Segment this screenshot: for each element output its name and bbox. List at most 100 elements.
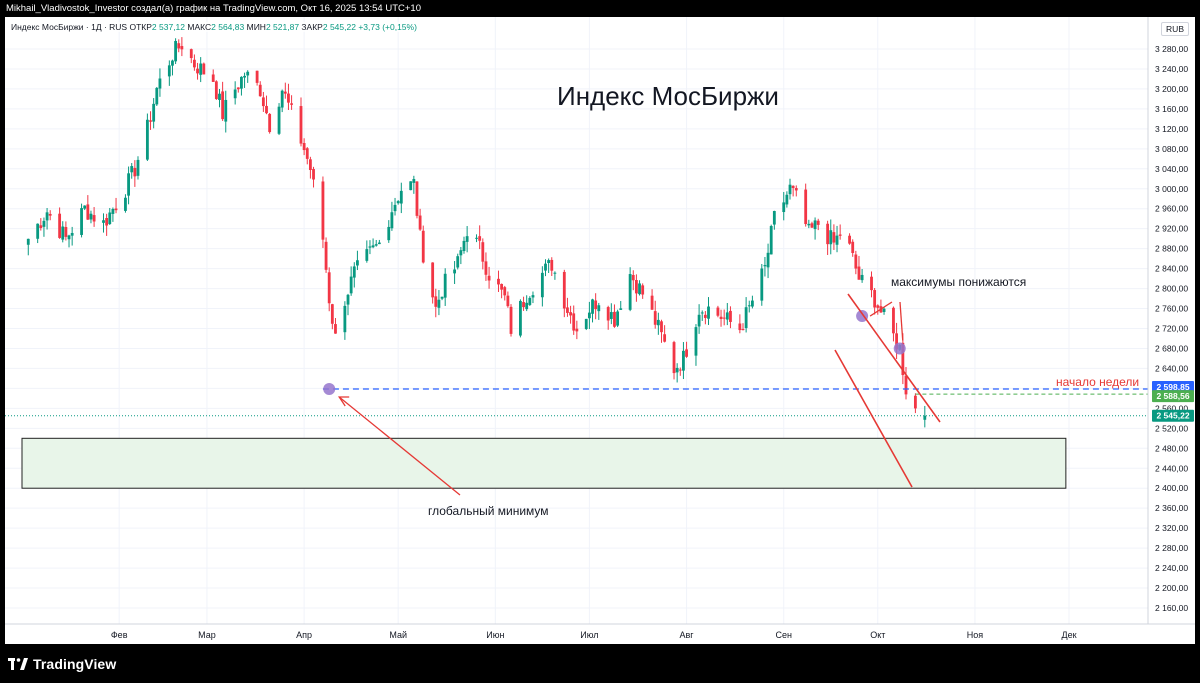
candle <box>459 246 463 265</box>
global-min-marker[interactable] <box>323 382 336 395</box>
channel-lower-line[interactable] <box>834 349 913 488</box>
price-tag-label: 2 598,85 <box>1156 382 1189 392</box>
candle <box>694 324 698 366</box>
price-axis: 3 280,00 3 240,00 3 200,00 3 160,00 3 120,00… <box>1155 44 1188 613</box>
price-chart[interactable]: глобальный минимум максимумы понижаются на… <box>5 17 1195 644</box>
candle <box>729 306 732 329</box>
attribution-bar: Mikhail_Vladivostok_Investor создал(а) г… <box>0 0 1200 17</box>
candle <box>92 207 96 227</box>
candle <box>177 39 181 53</box>
candle <box>155 86 159 106</box>
candle <box>634 274 638 302</box>
y-tick-label: 2 480,00 <box>1155 443 1188 453</box>
candle <box>283 82 287 99</box>
tradingview-wordmark: TradingView <box>33 656 117 672</box>
candle <box>641 283 645 299</box>
candle <box>343 301 347 340</box>
candle <box>58 207 62 239</box>
candle <box>240 76 243 96</box>
price-tag-blue: 2 598,85 <box>1152 380 1194 393</box>
footer-bar: TradingView <box>0 644 1200 683</box>
legend-close-label: ЗАКР <box>301 22 323 32</box>
candle <box>851 239 855 257</box>
candle <box>566 297 569 317</box>
y-tick-label: 2 520,00 <box>1155 423 1188 433</box>
candle <box>302 138 306 156</box>
candle <box>685 341 688 358</box>
candle <box>130 163 134 179</box>
candle <box>124 194 127 213</box>
candle <box>553 271 557 280</box>
candle <box>716 305 720 318</box>
candle <box>876 304 880 315</box>
candle <box>102 213 105 233</box>
y-tick-label: 2 160,00 <box>1155 603 1188 613</box>
candle <box>675 363 679 383</box>
candle <box>631 270 635 291</box>
y-tick-label: 2 200,00 <box>1155 583 1188 593</box>
y-tick-label: 2 800,00 <box>1155 284 1188 294</box>
candles <box>26 37 927 428</box>
candle <box>192 54 196 71</box>
candle <box>387 220 391 243</box>
candle <box>196 62 199 80</box>
candle <box>80 203 83 238</box>
candle <box>572 305 576 335</box>
channel-upper-line[interactable] <box>847 293 941 423</box>
y-tick-label: 2 760,00 <box>1155 304 1188 314</box>
y-tick-label: 2 400,00 <box>1155 483 1188 493</box>
y-tick-label: 3 080,00 <box>1155 144 1188 154</box>
y-tick-label: 3 040,00 <box>1155 164 1188 174</box>
x-tick-label: Фев <box>111 630 128 640</box>
candle <box>857 255 861 280</box>
candle <box>569 305 572 324</box>
candle <box>465 226 469 253</box>
candle <box>597 302 601 320</box>
candle <box>255 70 259 86</box>
candle <box>440 296 444 301</box>
chart-title: Индекс МосБиржи <box>557 81 779 111</box>
candle <box>816 218 820 231</box>
candle <box>312 166 315 188</box>
y-tick-label: 2 960,00 <box>1155 204 1188 214</box>
currency-button[interactable]: RUB <box>1161 22 1189 36</box>
support-zone[interactable] <box>21 437 1067 489</box>
candle <box>246 70 250 83</box>
candle <box>349 266 353 296</box>
candle <box>854 250 858 275</box>
candle <box>346 293 350 316</box>
candle <box>434 288 438 318</box>
lower-highs-arrow <box>899 301 904 341</box>
candle <box>443 268 447 306</box>
candle <box>503 285 507 301</box>
candle <box>152 98 156 129</box>
candle <box>415 181 419 219</box>
candle <box>371 238 375 249</box>
y-tick-label: 2 280,00 <box>1155 543 1188 553</box>
candle <box>114 197 118 214</box>
price-tags: 2 598,852 588,56 2 545,22 <box>1152 380 1194 422</box>
annotation-lower-highs: максимумы понижаются <box>891 275 1026 289</box>
candle <box>707 297 710 325</box>
candle <box>682 342 685 380</box>
candle <box>870 271 873 298</box>
candle <box>352 262 356 288</box>
legend-low-label: МИН <box>246 22 266 32</box>
candle <box>913 393 917 414</box>
candle <box>268 113 272 134</box>
tradingview-logo[interactable]: TradingView <box>8 655 116 673</box>
candle <box>261 91 265 112</box>
candle <box>377 239 381 245</box>
candle <box>609 303 613 325</box>
candle <box>663 325 667 343</box>
candle <box>656 312 660 335</box>
time-axis: Фев Мар Апр Май Июн Июл Авг Сен Окт Ноя Дек <box>111 630 1077 640</box>
chart-panel[interactable]: Индекс МосБиржи · 1Д · RUS ОТКР2 537,12 … <box>5 17 1195 644</box>
candle <box>233 81 237 105</box>
candle <box>722 309 726 326</box>
candle <box>412 175 416 194</box>
candle <box>591 298 594 323</box>
candle <box>785 191 789 208</box>
lower-high-marker[interactable] <box>893 342 906 355</box>
tradingview-icon <box>8 658 28 670</box>
